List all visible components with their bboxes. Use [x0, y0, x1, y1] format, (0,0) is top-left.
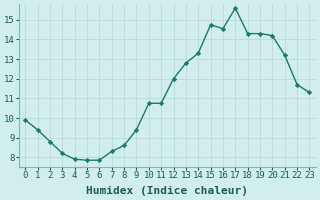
- X-axis label: Humidex (Indice chaleur): Humidex (Indice chaleur): [86, 186, 248, 196]
